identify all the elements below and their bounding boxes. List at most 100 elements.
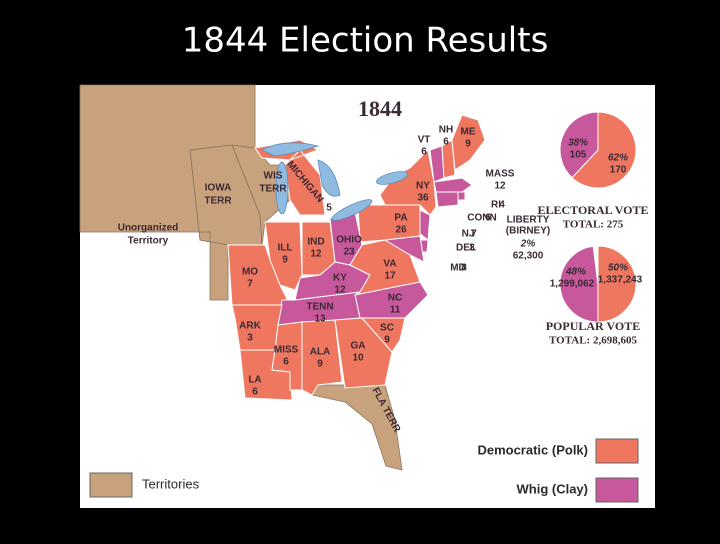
state-label: MISS [274,345,299,356]
pie-percent: 38% [568,138,588,149]
lake-michigan [275,161,289,215]
legend-label: Democratic (Polk) [477,442,588,457]
territory [311,384,403,471]
state-votes: 12 [334,285,346,296]
state-votes: 26 [395,225,407,236]
lake-superior [261,142,320,157]
map [79,84,486,471]
state-label: DEL [456,243,476,254]
pie-percent: 50% [608,263,628,274]
pie-title: ELECTORAL VOTE [537,203,648,217]
state [360,317,406,353]
pie-percent: 48% [565,267,586,278]
state-votes: 23 [343,247,355,258]
legend-swatch [89,472,133,498]
state-votes: 9 [282,255,288,266]
pie-slice [571,111,637,189]
state-votes: 12 [494,181,506,192]
state-label: ARK [239,321,261,332]
state-votes: 9 [465,139,471,150]
state-label: NH [439,125,453,136]
pie-minor-label: (BIRNEY) [506,226,550,237]
pie-minor-label: LIBERTY [507,215,550,226]
pie-slice [592,245,599,285]
state-votes: 12 [310,249,322,260]
state-label: MD [450,263,466,274]
pie-count: 1,337,243 [598,275,643,286]
lake-huron [317,159,341,197]
state-votes: 6 [485,213,491,224]
lake-erie [331,199,373,221]
state-label: ILL [278,243,293,254]
state-votes: 6 [443,137,449,148]
state-votes: 9 [384,335,390,346]
state-votes: 3 [247,333,253,344]
state-votes: 13 [314,314,326,325]
map-title: 1844 [358,96,402,121]
state-label: KY [333,273,347,284]
state [357,204,421,243]
state-votes: 8 [461,263,467,274]
territory-label: Unorganized [118,223,179,234]
pie-count: 1,299,062 [550,279,595,290]
state-votes: 10 [352,353,364,364]
pie-percent: 2% [520,239,536,250]
state-label: GA [351,341,366,352]
slide-title: 1844 Election Results [182,21,549,61]
territory-label: WIS [264,171,283,182]
state-label: SC [380,323,394,334]
territory [79,84,256,301]
state-label: PA [394,213,407,224]
pie-count: 105 [570,150,587,161]
state-label: OHIO [336,235,362,246]
state-label: ME [461,127,476,138]
state-label: NC [388,293,402,304]
state [334,317,393,389]
legend-swatch [595,438,639,464]
state-votes: 9 [317,359,323,370]
pie-percent: 62% [608,153,628,164]
state-label: NY [416,181,430,192]
legend-label: Whig (Clay) [517,481,589,496]
state [441,139,456,179]
pie-slice [559,245,599,323]
state-label: CONN [467,213,496,224]
state [457,191,466,201]
legend-swatch [595,477,639,503]
pie-slice [559,111,599,179]
state-votes: 6 [421,147,427,158]
state-votes: 6 [252,387,258,398]
territory-label: IOWA [205,183,232,194]
state-label: MO [242,267,258,278]
state-label: ALA [310,347,331,358]
pie-total: TOTAL: 2,698,605 [549,335,637,347]
state-label: NJ [462,229,475,240]
state-votes: 7 [247,279,253,290]
lake-ontario [376,171,408,185]
state [433,177,473,193]
pie-title: POPULAR VOTE [546,319,641,333]
lakes [261,142,408,221]
state [435,191,459,208]
state-label: IND [307,237,324,248]
territory-label: TERR [204,196,232,207]
state-label: LA [248,375,261,386]
pie-total: TOTAL: 275 [563,219,624,231]
state-votes: 7 [471,229,477,240]
state-votes: 5 [326,203,332,214]
pie-count: 62,300 [513,251,544,262]
pie-count: 170 [610,165,627,176]
state-label: RI [491,200,501,211]
state-votes: 36 [417,193,429,204]
legend-label: Territories [142,476,200,491]
pie-slice [597,245,637,323]
state [451,114,486,171]
territory-label: TERR [259,184,287,195]
state-label: VT [418,135,431,146]
state-votes: 6 [283,357,289,368]
state-label: TENN [306,302,333,313]
state-votes: 11 [390,305,401,316]
state-votes: 4 [499,200,505,211]
